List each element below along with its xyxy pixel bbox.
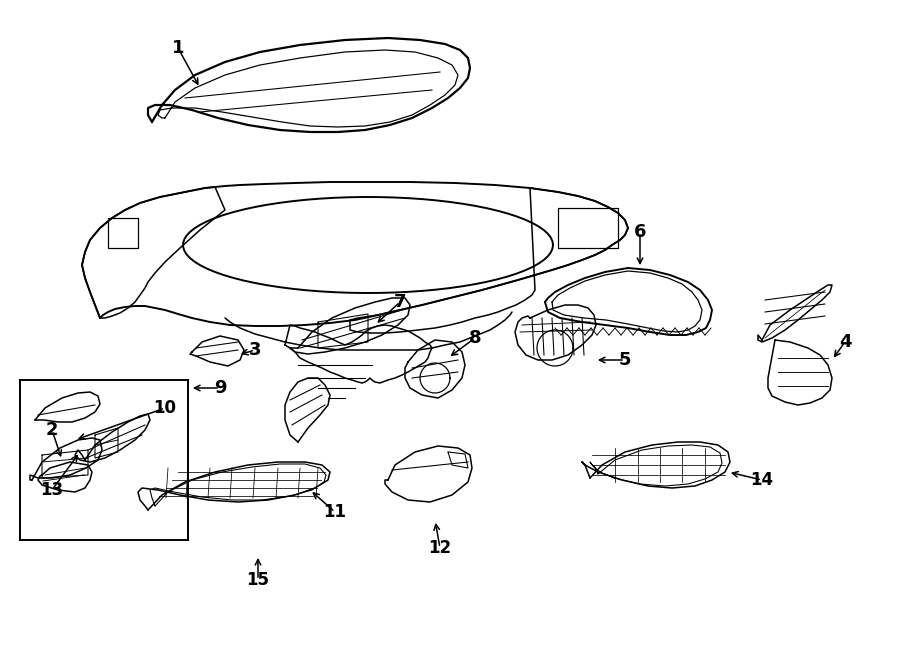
Text: 1: 1	[172, 39, 184, 57]
Text: 12: 12	[428, 539, 452, 557]
Text: 4: 4	[839, 333, 851, 351]
Text: 13: 13	[40, 481, 64, 499]
Text: 9: 9	[214, 379, 226, 397]
Text: 2: 2	[46, 421, 58, 439]
Text: 11: 11	[323, 503, 346, 521]
Text: 6: 6	[634, 223, 646, 241]
Text: 7: 7	[394, 293, 406, 311]
Text: 5: 5	[619, 351, 631, 369]
Text: 14: 14	[751, 471, 774, 489]
Text: 3: 3	[248, 341, 261, 359]
Text: 8: 8	[469, 329, 482, 347]
Text: 15: 15	[247, 571, 269, 589]
Text: 10: 10	[154, 399, 176, 417]
Bar	[20, 380, 188, 540]
